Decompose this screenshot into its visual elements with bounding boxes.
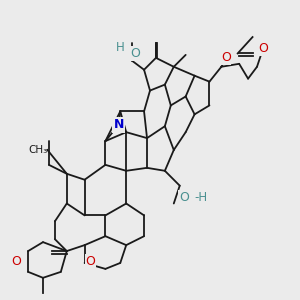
Text: O: O (131, 47, 141, 60)
Text: -H: -H (195, 191, 208, 204)
Text: CH₃: CH₃ (28, 145, 47, 155)
Text: O: O (259, 42, 269, 56)
Text: O: O (11, 255, 21, 268)
Text: H: H (116, 41, 125, 54)
Text: O: O (85, 255, 95, 268)
Text: O: O (179, 191, 189, 204)
Text: O: O (221, 51, 231, 64)
Text: N: N (114, 118, 124, 131)
